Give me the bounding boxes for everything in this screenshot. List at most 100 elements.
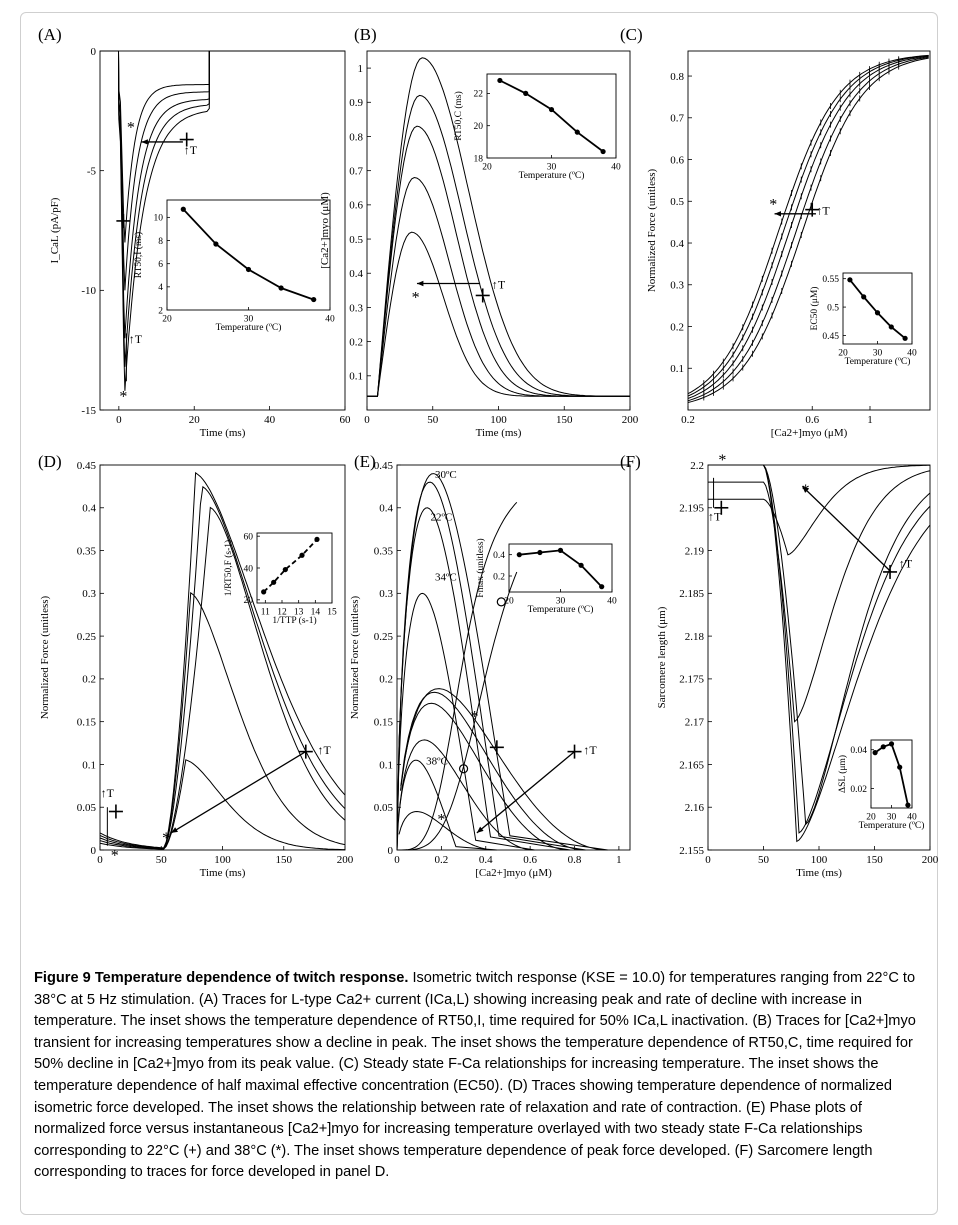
x-tick-label: 200 (622, 414, 639, 426)
temperature-label: 34ºC (435, 572, 457, 584)
ical-trace (100, 50, 345, 391)
y-tick-label: 0.35 (77, 545, 97, 557)
y-axis-label: Normalized Force (unitless) (349, 595, 361, 719)
inset-data-point (497, 77, 503, 84)
fca-curve (399, 501, 518, 851)
x-tick-label: 15 (327, 608, 337, 618)
axes-box (166, 199, 331, 311)
y-tick-label: 1 (358, 63, 364, 75)
y-tick-label: 2.155 (679, 845, 704, 857)
fca-curve (687, 57, 929, 403)
x-axis-label: Temperature (ºC) (216, 322, 282, 333)
intersection-marker (496, 597, 506, 607)
x-tick-label: 14 (311, 608, 321, 618)
star-label: * (437, 811, 445, 828)
axes-box (486, 73, 617, 159)
temperature-label: 22ºC (431, 512, 453, 524)
y-tick-label: 0.3 (379, 588, 393, 600)
x-tick-label: 100 (490, 414, 507, 426)
y-tick-label: 2.18 (685, 631, 705, 643)
y-tick-label: 0.2 (670, 321, 684, 333)
sarcomere-trace (708, 464, 931, 826)
y-axis-label: RT50,C (ms) (453, 91, 464, 141)
y-tick-label: 2.17 (685, 717, 705, 729)
fca-curve (687, 54, 929, 395)
y-tick-label: 60 (244, 533, 254, 543)
y-tick-label: 0.9 (349, 97, 363, 109)
figure-frame (20, 12, 938, 1215)
y-tick-label: 0.25 (374, 631, 394, 643)
series-group (396, 473, 608, 851)
x-tick-label: 200 (337, 854, 354, 866)
y-tick-label: 0.35 (374, 545, 394, 557)
caption-body: Isometric twitch response (KSE = 10.0) f… (34, 970, 916, 1181)
y-tick-label: 2.2 (690, 460, 704, 472)
temp-arrow-label: ↑T (583, 743, 597, 757)
x-tick-label: 0.2 (681, 414, 695, 426)
x-tick-label: 30 (873, 349, 883, 359)
x-tick-label: 40 (264, 414, 276, 426)
inset-data-point (847, 277, 853, 283)
x-tick-label: 50 (427, 414, 439, 426)
y-tick-label: 18 (474, 154, 484, 164)
sarcomere-trace (708, 470, 931, 723)
inset-data-point (861, 294, 867, 300)
y-tick-label: 0.8 (349, 131, 363, 143)
arrow-head (774, 211, 782, 217)
temp-arrow-label: ↑T (708, 510, 722, 524)
y-tick-label: 0.3 (670, 280, 684, 292)
x-tick-label: 50 (758, 854, 770, 866)
y-axis-label: [Ca2+]myo (μM) (319, 192, 331, 269)
sarcomere-trace (708, 464, 930, 556)
panel-B: (B) 0 50 100 150 200 0.1 0.2 0.3 0.4 0.5 0.6 0.7 0.8 0… (319, 25, 639, 439)
x-tick-label: 1 (616, 854, 622, 866)
y-tick-label: 0.2 (379, 674, 393, 686)
y-tick-label: 0 (388, 845, 394, 857)
temp-arrow-label: ↑T (129, 332, 143, 346)
panel-E: (E) 0 0.2 0.4 0.6 0.8 1 0 0.05 0.1 0.15 0.2 0.25 0.3 0… (349, 452, 631, 879)
y-tick-label: 0.7 (670, 113, 684, 125)
inset-data-point (245, 266, 252, 273)
x-axis-label: Temperature (ºC) (519, 170, 585, 181)
x-tick-label: 20 (482, 163, 492, 173)
x-axis-label: 1/TTP (s-1) (272, 615, 316, 626)
arrow-head (476, 826, 484, 833)
arrow-head (802, 486, 809, 493)
star-label: * (412, 289, 420, 306)
star-label: * (119, 389, 127, 406)
arrow-head (171, 827, 178, 833)
force-trace (99, 591, 346, 850)
inset-data-point (574, 129, 580, 135)
inset-series-line (849, 279, 906, 339)
trend-arrow (476, 751, 575, 834)
star-label: * (162, 830, 170, 847)
phase-loop (396, 473, 608, 851)
inset-series-line (874, 742, 909, 806)
calcium-trace (367, 231, 630, 397)
y-tick-label: 0.6 (349, 200, 363, 212)
temp-arrow-label: ↑T (899, 557, 913, 571)
y-tick-label: 2.185 (679, 588, 704, 600)
ical-trace (100, 50, 345, 291)
trend-arrow (801, 485, 892, 573)
inset-data-point (282, 566, 288, 573)
y-axis-label: EC50 (μM) (809, 287, 820, 331)
y-tick-label: 20 (474, 122, 484, 132)
y-tick-label: 0.04 (850, 746, 867, 756)
inset-data-point (880, 744, 886, 750)
temp-arrow-label: ↑T (492, 278, 506, 292)
inset-data-point (516, 552, 522, 558)
x-tick-label: 0 (116, 414, 122, 426)
star-label: * (769, 197, 777, 214)
inset-data-point (600, 148, 606, 155)
x-axis-label: Time (ms) (200, 427, 246, 439)
x-tick-label: 100 (811, 854, 828, 866)
panel-letter: (E) (354, 452, 376, 471)
inset-data-point (897, 764, 903, 770)
y-tick-label: 10 (154, 214, 164, 224)
star-label: * (802, 482, 810, 499)
y-tick-label: 20 (244, 596, 254, 606)
inset-series-line (499, 79, 604, 153)
force-trace (99, 506, 346, 850)
fca-curve (687, 55, 929, 397)
